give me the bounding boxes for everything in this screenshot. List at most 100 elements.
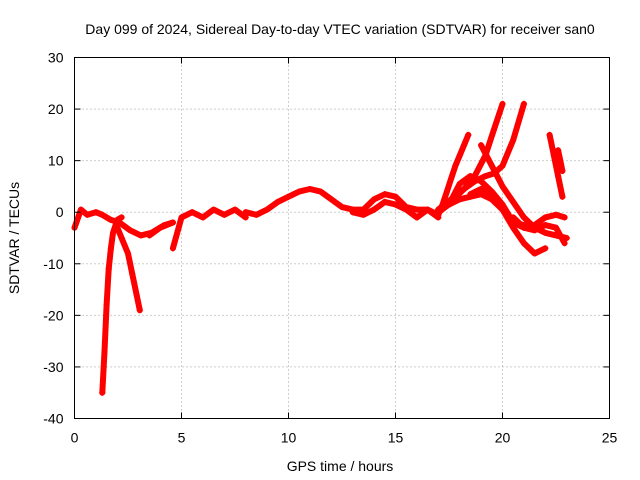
data-point [306,186,313,193]
data-point [110,229,117,236]
data-point [133,291,140,298]
data-point [77,206,84,213]
data-point [99,389,106,396]
data-point [392,193,399,200]
data-point [103,302,110,309]
plot-frame [74,57,610,419]
data-point [413,206,420,213]
data-point [456,152,463,159]
data-point [127,227,134,234]
data-point [467,173,474,180]
data-point [542,214,549,221]
data-point [107,245,114,252]
data-point [460,142,467,149]
data-point [129,271,136,278]
x-tick-label: 20 [495,430,511,446]
data-point [101,348,108,355]
data-point [107,216,114,223]
data-point [531,227,538,234]
data-point [146,232,153,239]
data-point [561,214,568,221]
data-point [559,193,566,200]
data-point [482,173,489,180]
data-point [510,214,517,221]
data-point [553,224,559,231]
data-point [92,209,99,216]
data-point [520,240,527,247]
data-point [99,211,106,218]
data-point [371,206,378,213]
data-point [381,191,388,198]
data-point [105,265,112,272]
data-point [456,180,463,187]
x-tick-label: 0 [71,430,79,446]
data-point [339,204,345,211]
data-point [84,211,91,218]
data-point [490,126,497,133]
data-point [285,193,292,200]
x-tick-label: 25 [602,430,618,446]
x-tick-label: 5 [178,430,186,446]
data-point [520,224,527,231]
data-point [546,131,553,138]
data-point [555,173,562,180]
data-point [478,142,485,149]
y-tick-label: 20 [48,101,64,117]
data-point [360,211,367,218]
data-point [499,100,506,107]
data-point [118,235,125,241]
data-point [553,211,559,218]
data-point [531,250,538,257]
data-point [169,245,176,252]
data-point [542,245,549,252]
data-point [443,188,450,195]
y-axis-label: SDTVAR / TECUs [6,182,22,294]
data-point [371,196,378,203]
data-point [232,206,238,213]
series-layer [71,100,570,396]
y-tick-label: -30 [43,359,63,375]
data-point [510,198,517,205]
data-point [317,188,324,195]
data-point [559,167,566,174]
data-point [448,175,455,182]
y-tick-label: -40 [43,411,63,427]
data-point [169,219,176,226]
y-tick-label: -10 [43,256,63,272]
data-point [114,216,121,223]
data-point [381,198,388,205]
data-point [446,201,452,208]
y-tick-label: 30 [48,50,64,66]
data-point [242,209,249,216]
data-point [274,198,281,205]
data-point [264,206,271,213]
x-axis-label: GPS time / hours [287,458,394,474]
series-line-track-15 [510,214,568,247]
data-point [189,209,196,216]
data-point [542,222,549,229]
data-point [221,211,228,218]
data-point [199,214,206,221]
grid-layer [74,57,610,419]
data-point [478,178,485,185]
data-point [242,214,249,221]
chart-title: Day 099 of 2024, Sidereal Day-to-day VTE… [85,21,595,37]
y-tick-label: 0 [56,204,64,220]
x-tick-label: 15 [388,430,404,446]
data-point [435,206,442,213]
data-point [510,137,517,144]
data-point [157,224,164,231]
data-point [296,188,303,195]
data-point [178,214,185,221]
data-point [456,196,463,203]
data-point [488,162,495,169]
data-point [499,162,506,169]
data-point [452,162,459,169]
data-point [465,131,472,138]
data-point [520,100,527,107]
data-point [349,209,356,216]
data-point [478,191,485,198]
data-point [499,206,506,213]
series-line-track-3 [114,224,143,314]
